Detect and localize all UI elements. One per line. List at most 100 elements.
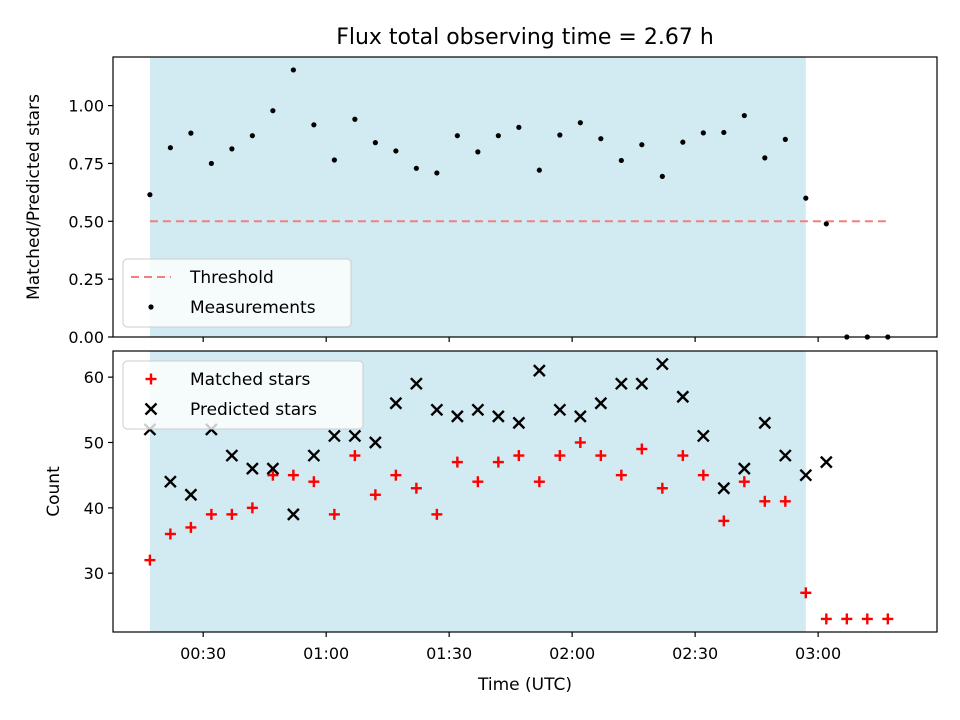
legend-label: Threshold [189,268,274,288]
matched-star-marker [656,482,668,494]
x-tick-label: 00:30 [180,644,226,663]
y-tick-label: 40 [84,499,104,518]
measurement-point [372,140,378,146]
matched-star-marker [554,450,566,462]
matched-star-marker [492,456,504,468]
predicted-star-marker [164,475,177,489]
measurement-point [659,173,665,180]
marker-stroke [655,357,669,371]
matched-star-marker [205,508,217,520]
matched-star-marker [882,613,894,625]
predicted-star-marker [696,429,710,443]
matched-star-marker [636,443,648,455]
predicted-star-marker [430,403,444,417]
measurement-point [393,148,399,154]
measurement-point [823,221,829,227]
predicted-star-marker [369,436,382,449]
legend-label: Measurements [190,298,316,318]
measurement-point [618,157,624,164]
y-tick-label: 0.50 [68,212,104,231]
x-tick-label: 01:30 [426,644,472,663]
measurement-point [290,67,296,73]
predicted-star-marker [758,416,772,430]
y-axis-label: Matched/Predicted stars [24,94,44,300]
predicted-star-marker [573,410,587,423]
measurement-point [148,304,154,310]
matched-star-marker [164,528,176,540]
matched-star-marker [410,482,422,494]
star-count-panel: 30 40 50 60 00:30 01:00 01:30 02:00 02:30 03:00 Co… [44,350,938,695]
predicted-star-marker [471,403,485,417]
measurement-point [741,112,747,119]
predicted-star-marker [225,449,239,462]
y-tick-label: 50 [84,433,104,452]
marker-stroke [164,475,177,489]
marker-stroke [532,364,546,377]
predicted-star-marker [635,377,649,391]
measurement-point [557,132,563,138]
matched-star-marker [472,476,484,488]
y-tick-label: 0.25 [68,270,104,289]
measurement-point [311,122,317,128]
legend: Matched stars Predicted stars [122,360,364,430]
measurement-point [577,120,583,126]
matched-star-marker [800,587,812,599]
matched-star-marker [841,613,853,625]
measurement-point [680,139,686,145]
measurement-point [229,146,235,152]
measurement-point [249,133,255,139]
marker-stroke [307,449,321,462]
predicted-star-marker [246,462,259,475]
y-tick-label: 1.00 [68,97,104,116]
marker-stroke [717,481,731,495]
marker-stroke [737,462,751,475]
predicted-star-marker [532,364,546,377]
marker-stroke [328,429,341,443]
measurement-point [352,116,358,122]
marker-stroke [184,488,198,502]
marker-stroke [799,468,813,482]
measurement-point [147,192,153,198]
measurement-point [536,167,542,173]
measurement-point [700,130,706,136]
measurement-point [803,195,809,201]
matched-star-marker [759,495,771,507]
y-tick-label: 30 [84,564,104,583]
marker-stroke [225,449,239,462]
predicted-star-marker [389,396,403,410]
predicted-star-marker [492,410,505,423]
marker-stroke [696,429,710,443]
predicted-star-marker [410,377,423,391]
marker-stroke [451,410,464,423]
marker-stroke [492,410,505,423]
marker-stroke [287,508,300,521]
matched-star-marker [533,476,545,488]
y-axis-label: Count [44,466,64,517]
predicted-star-marker [778,449,792,462]
predicted-star-marker [512,416,526,430]
x-axis-label: Time (UTC) [477,675,572,695]
axes-frame [112,350,938,633]
matched-star-marker [738,476,750,488]
axes-frame [112,56,938,338]
measurement-point [208,160,214,167]
measurement-point [598,136,604,142]
marker-stroke [614,377,628,391]
matched-star-marker [267,469,279,481]
measurement-point [762,155,768,161]
y-tick-label: 60 [84,368,104,387]
predicted-star-marker [614,377,628,391]
legend-box [122,360,364,430]
predicted-star-marker [266,462,280,475]
y-tick-label: 0.75 [68,154,104,173]
matched-star-marker [185,521,197,533]
predicted-star-marker [717,481,731,495]
matched-star-marker [513,450,525,462]
measurement-point [331,157,337,163]
predicted-star-marker [144,402,158,416]
marker-stroke [573,410,587,423]
legend: Threshold Measurements [122,258,352,328]
measurement-point [167,145,173,151]
marker-stroke [348,429,362,443]
